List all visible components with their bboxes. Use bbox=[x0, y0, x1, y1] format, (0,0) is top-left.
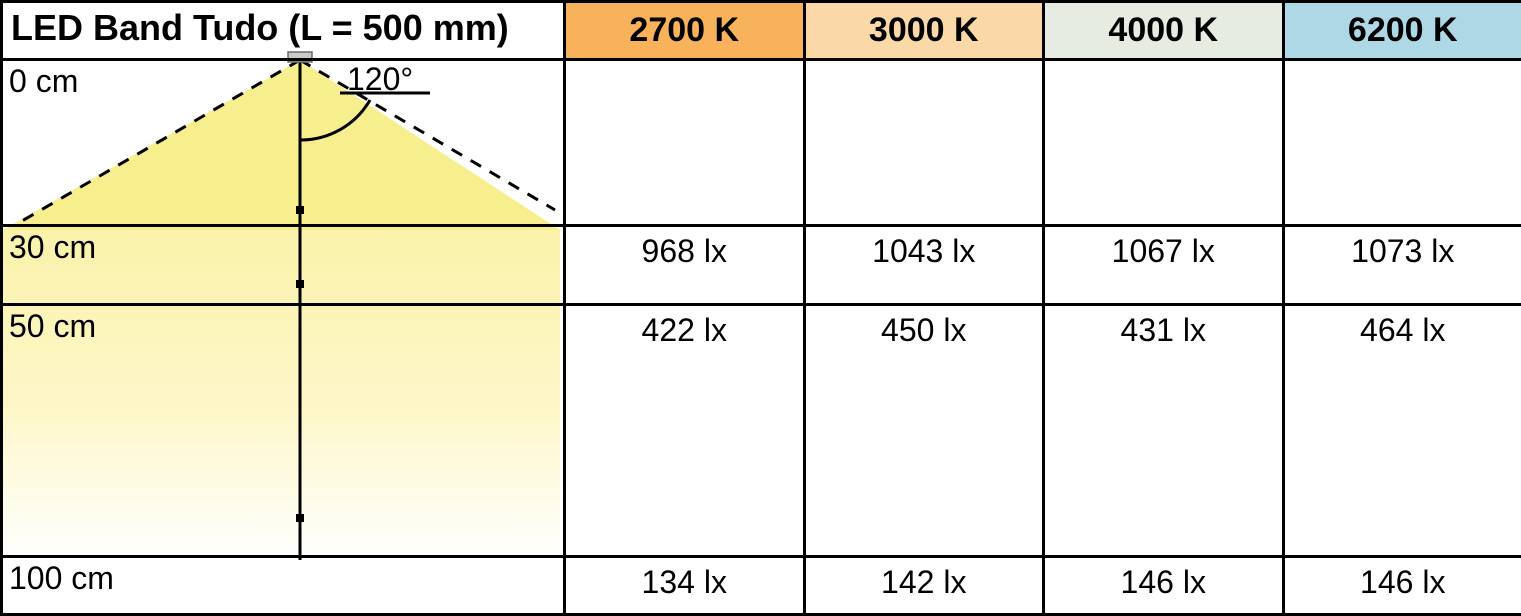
cell bbox=[804, 60, 1044, 226]
table-row: 0 cm 120° bbox=[2, 60, 1521, 226]
cell: 142 lx bbox=[804, 556, 1044, 614]
cell: 450 lx bbox=[804, 305, 1044, 557]
cell: 464 lx bbox=[1283, 305, 1521, 557]
angle-label: 120° bbox=[347, 61, 413, 98]
col-header-2700k: 2700 K bbox=[565, 2, 805, 60]
lux-table-container: LED Band Tudo (L = 500 mm) 2700 K 3000 K… bbox=[0, 0, 1521, 616]
col-header-6200k: 6200 K bbox=[1283, 2, 1521, 60]
table-row: 100 cm 134 lx 142 lx 146 lx 146 lx bbox=[2, 556, 1521, 614]
distance-label-30cm: 30 cm bbox=[2, 225, 565, 305]
cell: 1067 lx bbox=[1044, 225, 1284, 305]
cell bbox=[565, 60, 805, 226]
distance-label-100cm: 100 cm bbox=[2, 556, 565, 614]
table-row: 50 cm 422 lx 450 lx 431 lx 464 lx bbox=[2, 305, 1521, 557]
cell: 968 lx bbox=[565, 225, 805, 305]
cell: 146 lx bbox=[1283, 556, 1521, 614]
table-row: 30 cm 968 lx 1043 lx 1067 lx 1073 lx bbox=[2, 225, 1521, 305]
cell: 1073 lx bbox=[1283, 225, 1521, 305]
lux-table: LED Band Tudo (L = 500 mm) 2700 K 3000 K… bbox=[0, 0, 1521, 616]
cell: 1043 lx bbox=[804, 225, 1044, 305]
cell bbox=[1044, 60, 1284, 226]
col-header-4000k: 4000 K bbox=[1044, 2, 1284, 60]
distance-label-50cm: 50 cm bbox=[2, 305, 565, 557]
cell: 431 lx bbox=[1044, 305, 1284, 557]
distance-text: 0 cm bbox=[9, 63, 78, 99]
cell: 134 lx bbox=[565, 556, 805, 614]
table-header-row: LED Band Tudo (L = 500 mm) 2700 K 3000 K… bbox=[2, 2, 1521, 60]
cell: 146 lx bbox=[1044, 556, 1284, 614]
cell: 422 lx bbox=[565, 305, 805, 557]
distance-label-0cm: 0 cm 120° bbox=[2, 60, 565, 226]
col-header-3000k: 3000 K bbox=[804, 2, 1044, 60]
cell bbox=[1283, 60, 1521, 226]
table-title: LED Band Tudo (L = 500 mm) bbox=[2, 2, 565, 60]
